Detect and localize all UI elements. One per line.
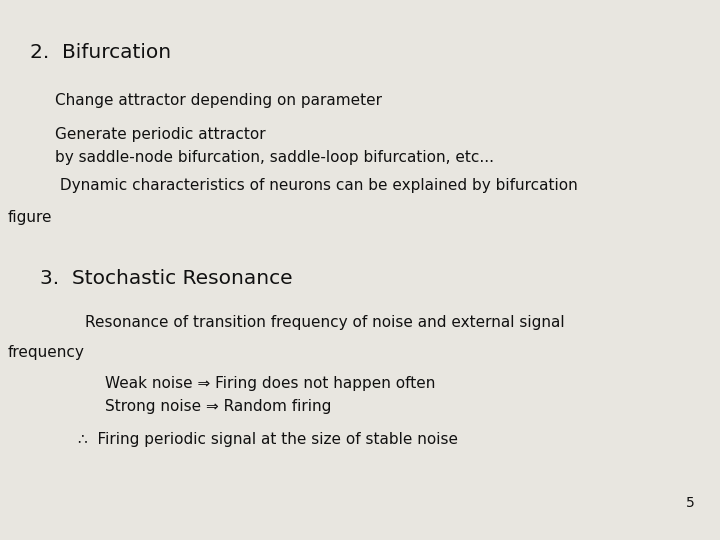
Text: Weak noise ⇒ Firing does not happen often: Weak noise ⇒ Firing does not happen ofte… (105, 376, 436, 391)
Text: 5: 5 (686, 496, 695, 510)
Text: Change attractor depending on parameter: Change attractor depending on parameter (55, 93, 382, 108)
Text: frequency: frequency (8, 345, 85, 360)
Text: Strong noise ⇒ Random firing: Strong noise ⇒ Random firing (105, 399, 331, 414)
Text: Dynamic characteristics of neurons can be explained by bifurcation: Dynamic characteristics of neurons can b… (55, 178, 577, 193)
Text: figure: figure (8, 210, 53, 225)
Text: Resonance of transition frequency of noise and external signal: Resonance of transition frequency of noi… (85, 315, 564, 330)
Text: 3.  Stochastic Resonance: 3. Stochastic Resonance (40, 269, 292, 288)
Text: 2.  Bifurcation: 2. Bifurcation (30, 43, 171, 62)
Text: Generate periodic attractor: Generate periodic attractor (55, 127, 266, 142)
Text: by saddle-node bifurcation, saddle-loop bifurcation, etc...: by saddle-node bifurcation, saddle-loop … (55, 150, 494, 165)
Text: ∴  Firing periodic signal at the size of stable noise: ∴ Firing periodic signal at the size of … (78, 432, 458, 447)
